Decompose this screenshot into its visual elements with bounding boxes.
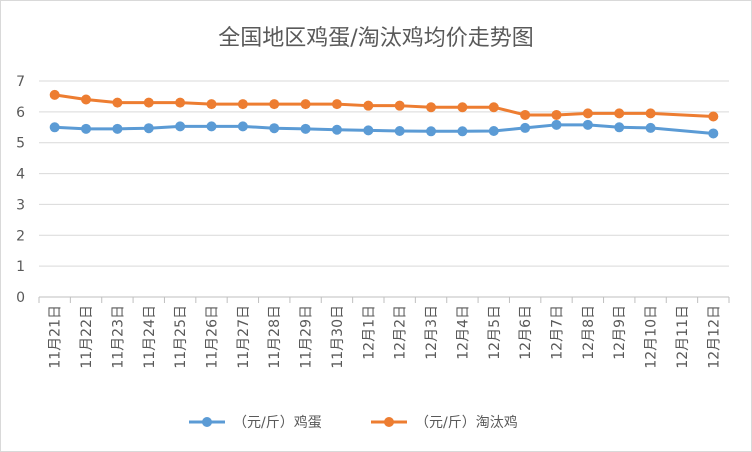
data-point (520, 109, 531, 120)
x-tick-label: 12月9日 (612, 305, 628, 360)
data-point (488, 125, 499, 136)
x-tick-label: 12月6日 (518, 305, 534, 360)
data-point (426, 126, 437, 137)
data-point (143, 123, 154, 134)
data-point (143, 97, 154, 108)
x-tick-label: 12月1日 (361, 305, 377, 360)
data-point (645, 122, 656, 133)
data-point (300, 123, 311, 134)
x-tick-label: 11月27日 (236, 305, 252, 369)
y-tick-label: 4 (16, 167, 25, 183)
x-tick-label: 12月3日 (424, 305, 440, 360)
x-tick-label: 11月21日 (48, 305, 64, 369)
data-point (426, 102, 437, 113)
x-tick-label: 11月22日 (79, 305, 95, 369)
y-tick-label: 5 (16, 136, 25, 152)
data-point (582, 108, 593, 119)
data-point (708, 128, 719, 139)
x-tick-label: 11月28日 (267, 305, 283, 369)
data-point (457, 102, 468, 113)
data-point (81, 123, 92, 134)
data-point (488, 102, 499, 113)
data-point (112, 97, 123, 108)
x-tick-label: 12月12日 (706, 305, 722, 369)
data-point (645, 108, 656, 119)
x-tick-label: 12月11日 (675, 305, 691, 369)
legend-label: （元/斤）淘汰鸡 (415, 414, 518, 431)
chart-title: 全国地区鸡蛋/淘汰鸡均价走势图 (218, 26, 533, 51)
x-tick-label: 11月23日 (110, 305, 126, 369)
data-point (551, 109, 562, 120)
data-point (363, 100, 374, 111)
data-point (614, 108, 625, 119)
data-point (520, 122, 531, 133)
data-point (708, 111, 719, 122)
data-point (394, 100, 405, 111)
data-point (206, 121, 217, 132)
data-point (582, 119, 593, 130)
data-point (331, 99, 342, 110)
x-tick-label: 12月2日 (393, 305, 409, 360)
y-tick-label: 7 (16, 74, 25, 90)
x-tick-label: 12月10日 (644, 305, 660, 369)
data-point (457, 126, 468, 137)
data-point (331, 124, 342, 135)
legend-label: （元/斤）鸡蛋 (233, 414, 322, 431)
data-point (237, 121, 248, 132)
data-point (206, 99, 217, 110)
data-point (394, 125, 405, 136)
x-tick-label: 11月30日 (330, 305, 346, 369)
legend-swatch-marker (202, 417, 212, 427)
y-tick-label: 2 (16, 228, 25, 244)
x-tick-label: 11月24日 (142, 305, 158, 369)
x-tick-label: 11月26日 (205, 305, 221, 369)
data-point (269, 123, 280, 134)
x-tick-label: 12月8日 (581, 305, 597, 360)
data-point (237, 99, 248, 110)
y-tick-label: 6 (16, 105, 25, 121)
x-tick-label: 11月25日 (173, 305, 189, 369)
data-point (49, 89, 60, 100)
data-point (175, 97, 186, 108)
data-point (300, 99, 311, 110)
data-point (49, 122, 60, 133)
data-point (112, 123, 123, 134)
data-point (363, 125, 374, 136)
data-point (269, 99, 280, 110)
grid-lines (39, 80, 729, 267)
axes: 0 1 2 3 4 5 6 7 11月21日 11月22日 11月23日 11月24日 11月25日 11… (16, 74, 730, 369)
y-tick-label: 0 (16, 290, 25, 306)
x-tick-label: 12月5日 (487, 305, 503, 360)
y-tick-label: 3 (16, 197, 25, 213)
legend-swatch-marker (384, 417, 394, 427)
series-layer (49, 89, 719, 139)
x-tick-label: 12月7日 (550, 305, 566, 360)
data-point (175, 121, 186, 132)
legend: （元/斤）鸡蛋 （元/斤）淘汰鸡 (189, 414, 518, 431)
data-point (614, 122, 625, 133)
x-tick-label: 12月4日 (455, 305, 471, 360)
data-point (551, 119, 562, 130)
x-tick-label: 11月29日 (299, 305, 315, 369)
y-tick-label: 1 (16, 259, 25, 275)
data-point (81, 94, 92, 105)
